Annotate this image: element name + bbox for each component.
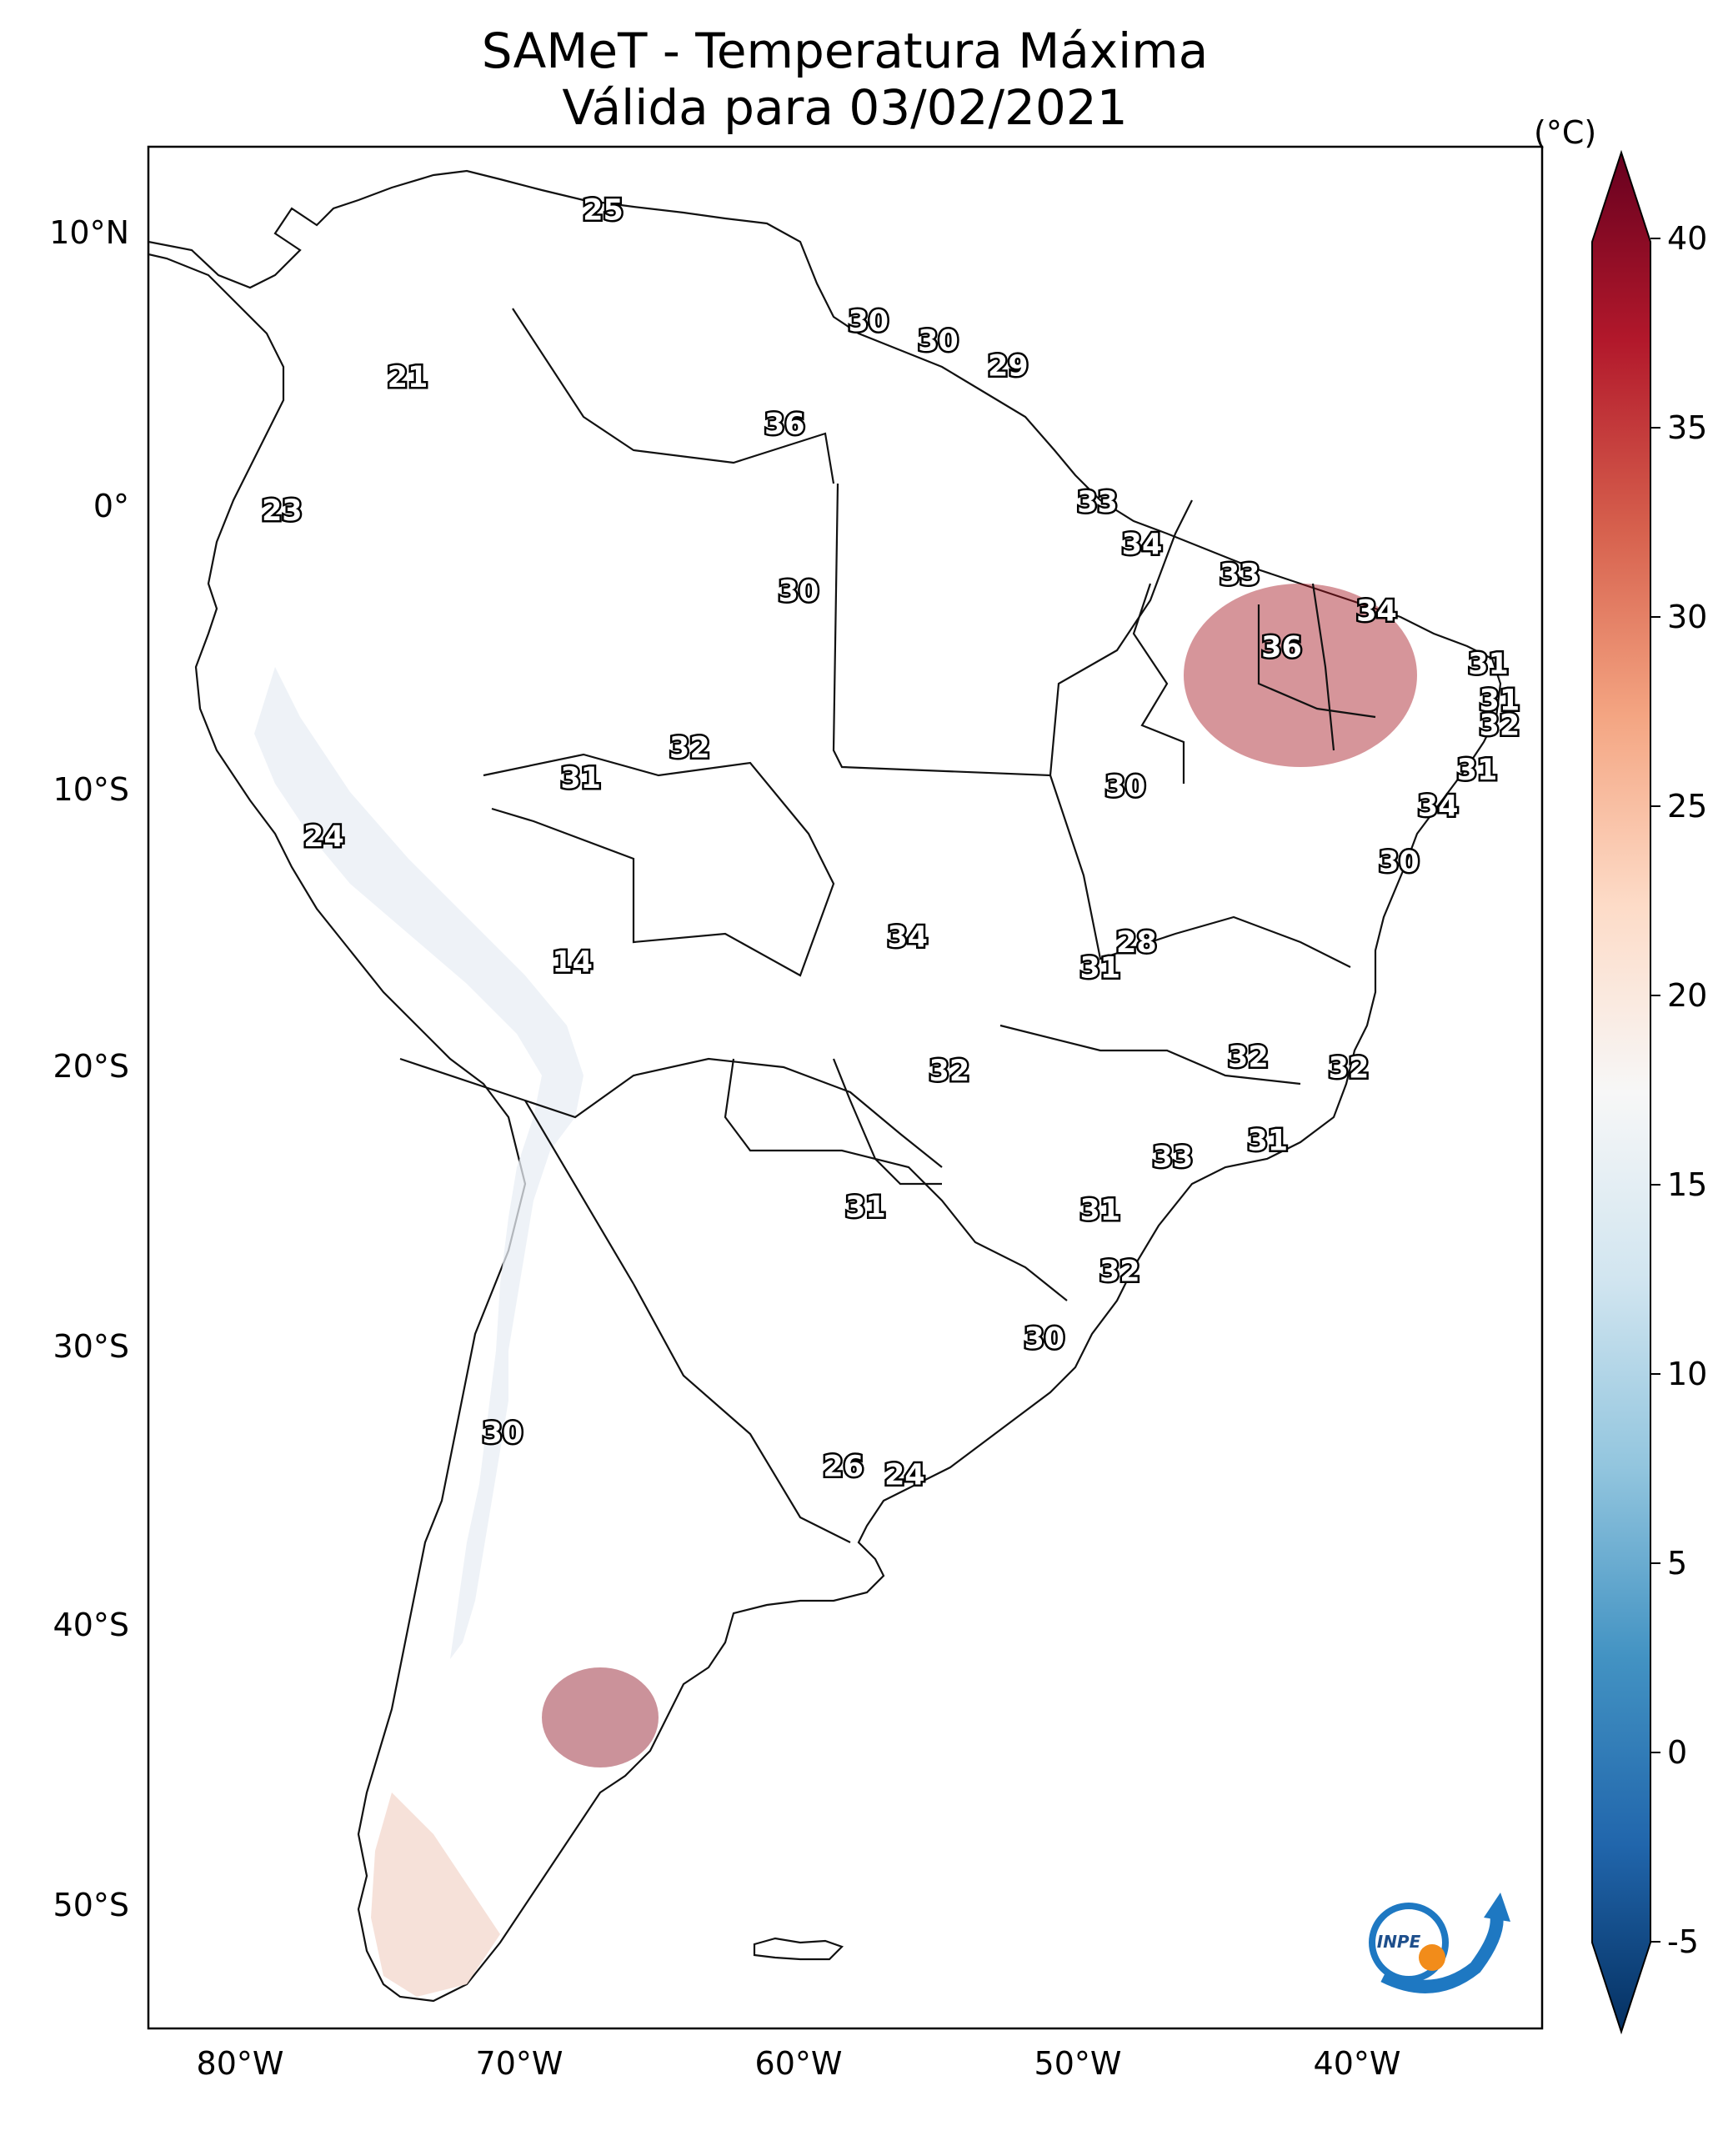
- colorbar-tick-25: 25: [1667, 788, 1707, 825]
- temperature-value-label: 36: [764, 409, 805, 442]
- colorbar-tick-10: 10: [1667, 1356, 1707, 1392]
- temperature-value-label: 30: [1024, 1322, 1064, 1356]
- temperature-value-label: 14: [552, 946, 593, 980]
- temperature-value-label: 34: [1122, 528, 1163, 561]
- lon-label-70w: 70°W: [476, 2045, 563, 2082]
- temperature-value-label: 31: [1457, 754, 1498, 787]
- south-america-landmass: [148, 169, 1502, 2003]
- temperature-value-label: 30: [1379, 845, 1420, 879]
- lon-label-80w: 80°W: [197, 2045, 284, 2082]
- temperature-value-label: 36: [1261, 631, 1302, 664]
- temperature-value-label: 34: [1418, 790, 1459, 824]
- temperature-value-label: 24: [303, 820, 344, 854]
- lon-label-60w: 60°W: [755, 2045, 843, 2082]
- lat-label-50s: 50°S: [53, 1887, 129, 1923]
- temperature-value-label: 31: [1079, 1194, 1120, 1227]
- temperature-value-label: 30: [848, 305, 889, 338]
- temperature-value-label: 30: [1105, 770, 1146, 804]
- lon-label-40w: 40°W: [1314, 2045, 1401, 2082]
- colorbar-tick-0: 0: [1667, 1734, 1687, 1771]
- temperature-value-label: 24: [884, 1459, 925, 1492]
- temperature-value-label: 31: [1480, 684, 1520, 718]
- temperature-value-label: 29: [988, 349, 1029, 383]
- temperature-value-label: 31: [560, 762, 601, 795]
- lat-label-20s: 20°S: [53, 1048, 129, 1085]
- temperature-value-label: 28: [1116, 926, 1157, 960]
- colorbar-unit: (°C): [1534, 114, 1596, 151]
- temperature-value-label: 32: [1099, 1256, 1140, 1289]
- colorbar-tick-40: 40: [1667, 220, 1707, 257]
- temperature-value-label: 33: [1153, 1141, 1194, 1175]
- temperature-value-label: 23: [262, 494, 303, 528]
- temperature-value-label: 30: [779, 575, 819, 609]
- temperature-value-label: 30: [483, 1416, 523, 1450]
- temperature-value-label: 31: [1079, 951, 1120, 985]
- colorbar-tick-30: 30: [1667, 599, 1707, 635]
- temperature-value-label: 33: [1077, 486, 1118, 519]
- hot-spot-northeast: [1184, 584, 1417, 767]
- lat-label-10n: 10°N: [49, 214, 129, 251]
- andes-cool-band: [254, 667, 584, 1659]
- colorbar-tick-15: 15: [1667, 1166, 1707, 1203]
- colorbar: (°C) 40 35 30 25 20 15 10 5 0 -5: [1534, 114, 1707, 2035]
- temperature-value-label: 32: [1480, 709, 1520, 743]
- inpe-logo: INPE: [1369, 1893, 1510, 1993]
- falkland-islands: [753, 1937, 844, 1961]
- lat-label-40s: 40°S: [53, 1607, 129, 1643]
- temperature-value-label: 32: [929, 1055, 970, 1088]
- colorbar-tick-minus5: -5: [1667, 1923, 1699, 1960]
- colorbar-tick-35: 35: [1667, 409, 1707, 446]
- temperature-value-label: 31: [1468, 648, 1509, 681]
- map-subtitle: Válida para 03/02/2021: [562, 79, 1128, 136]
- lat-label-10s: 10°S: [53, 771, 129, 808]
- temperature-value-label: 21: [388, 361, 428, 394]
- temperature-value-label: 26: [823, 1451, 864, 1484]
- temperature-value-label: 31: [1247, 1125, 1288, 1158]
- temperature-value-label: 32: [669, 731, 710, 765]
- temperature-value-label: 34: [1356, 595, 1397, 629]
- patagonia-south: [371, 1792, 500, 1997]
- temperature-value-label: 32: [1329, 1052, 1370, 1086]
- hot-spot-patagonia: [542, 1667, 659, 1767]
- temperature-value-label: 25: [583, 193, 624, 227]
- temperature-value-label: 34: [887, 921, 928, 955]
- colorbar-body: [1591, 149, 1651, 2035]
- inpe-logo-dot: [1419, 1944, 1445, 1971]
- temperature-value-label: 32: [1228, 1040, 1269, 1074]
- temperature-value-label: 33: [1220, 559, 1260, 592]
- country-borders: [399, 308, 1376, 1543]
- lat-label-30s: 30°S: [53, 1328, 129, 1365]
- temperature-value-label: 31: [845, 1191, 886, 1225]
- lat-label-0: 0°: [93, 488, 129, 524]
- map-title: SAMeT - Temperatura Máxima: [481, 23, 1209, 79]
- colorbar-tick-5: 5: [1667, 1545, 1687, 1582]
- inpe-logo-text: INPE: [1377, 1932, 1421, 1952]
- colorbar-tick-20: 20: [1667, 977, 1707, 1014]
- lon-label-50w: 50°W: [1034, 2045, 1122, 2082]
- temperature-value-label: 30: [918, 324, 959, 358]
